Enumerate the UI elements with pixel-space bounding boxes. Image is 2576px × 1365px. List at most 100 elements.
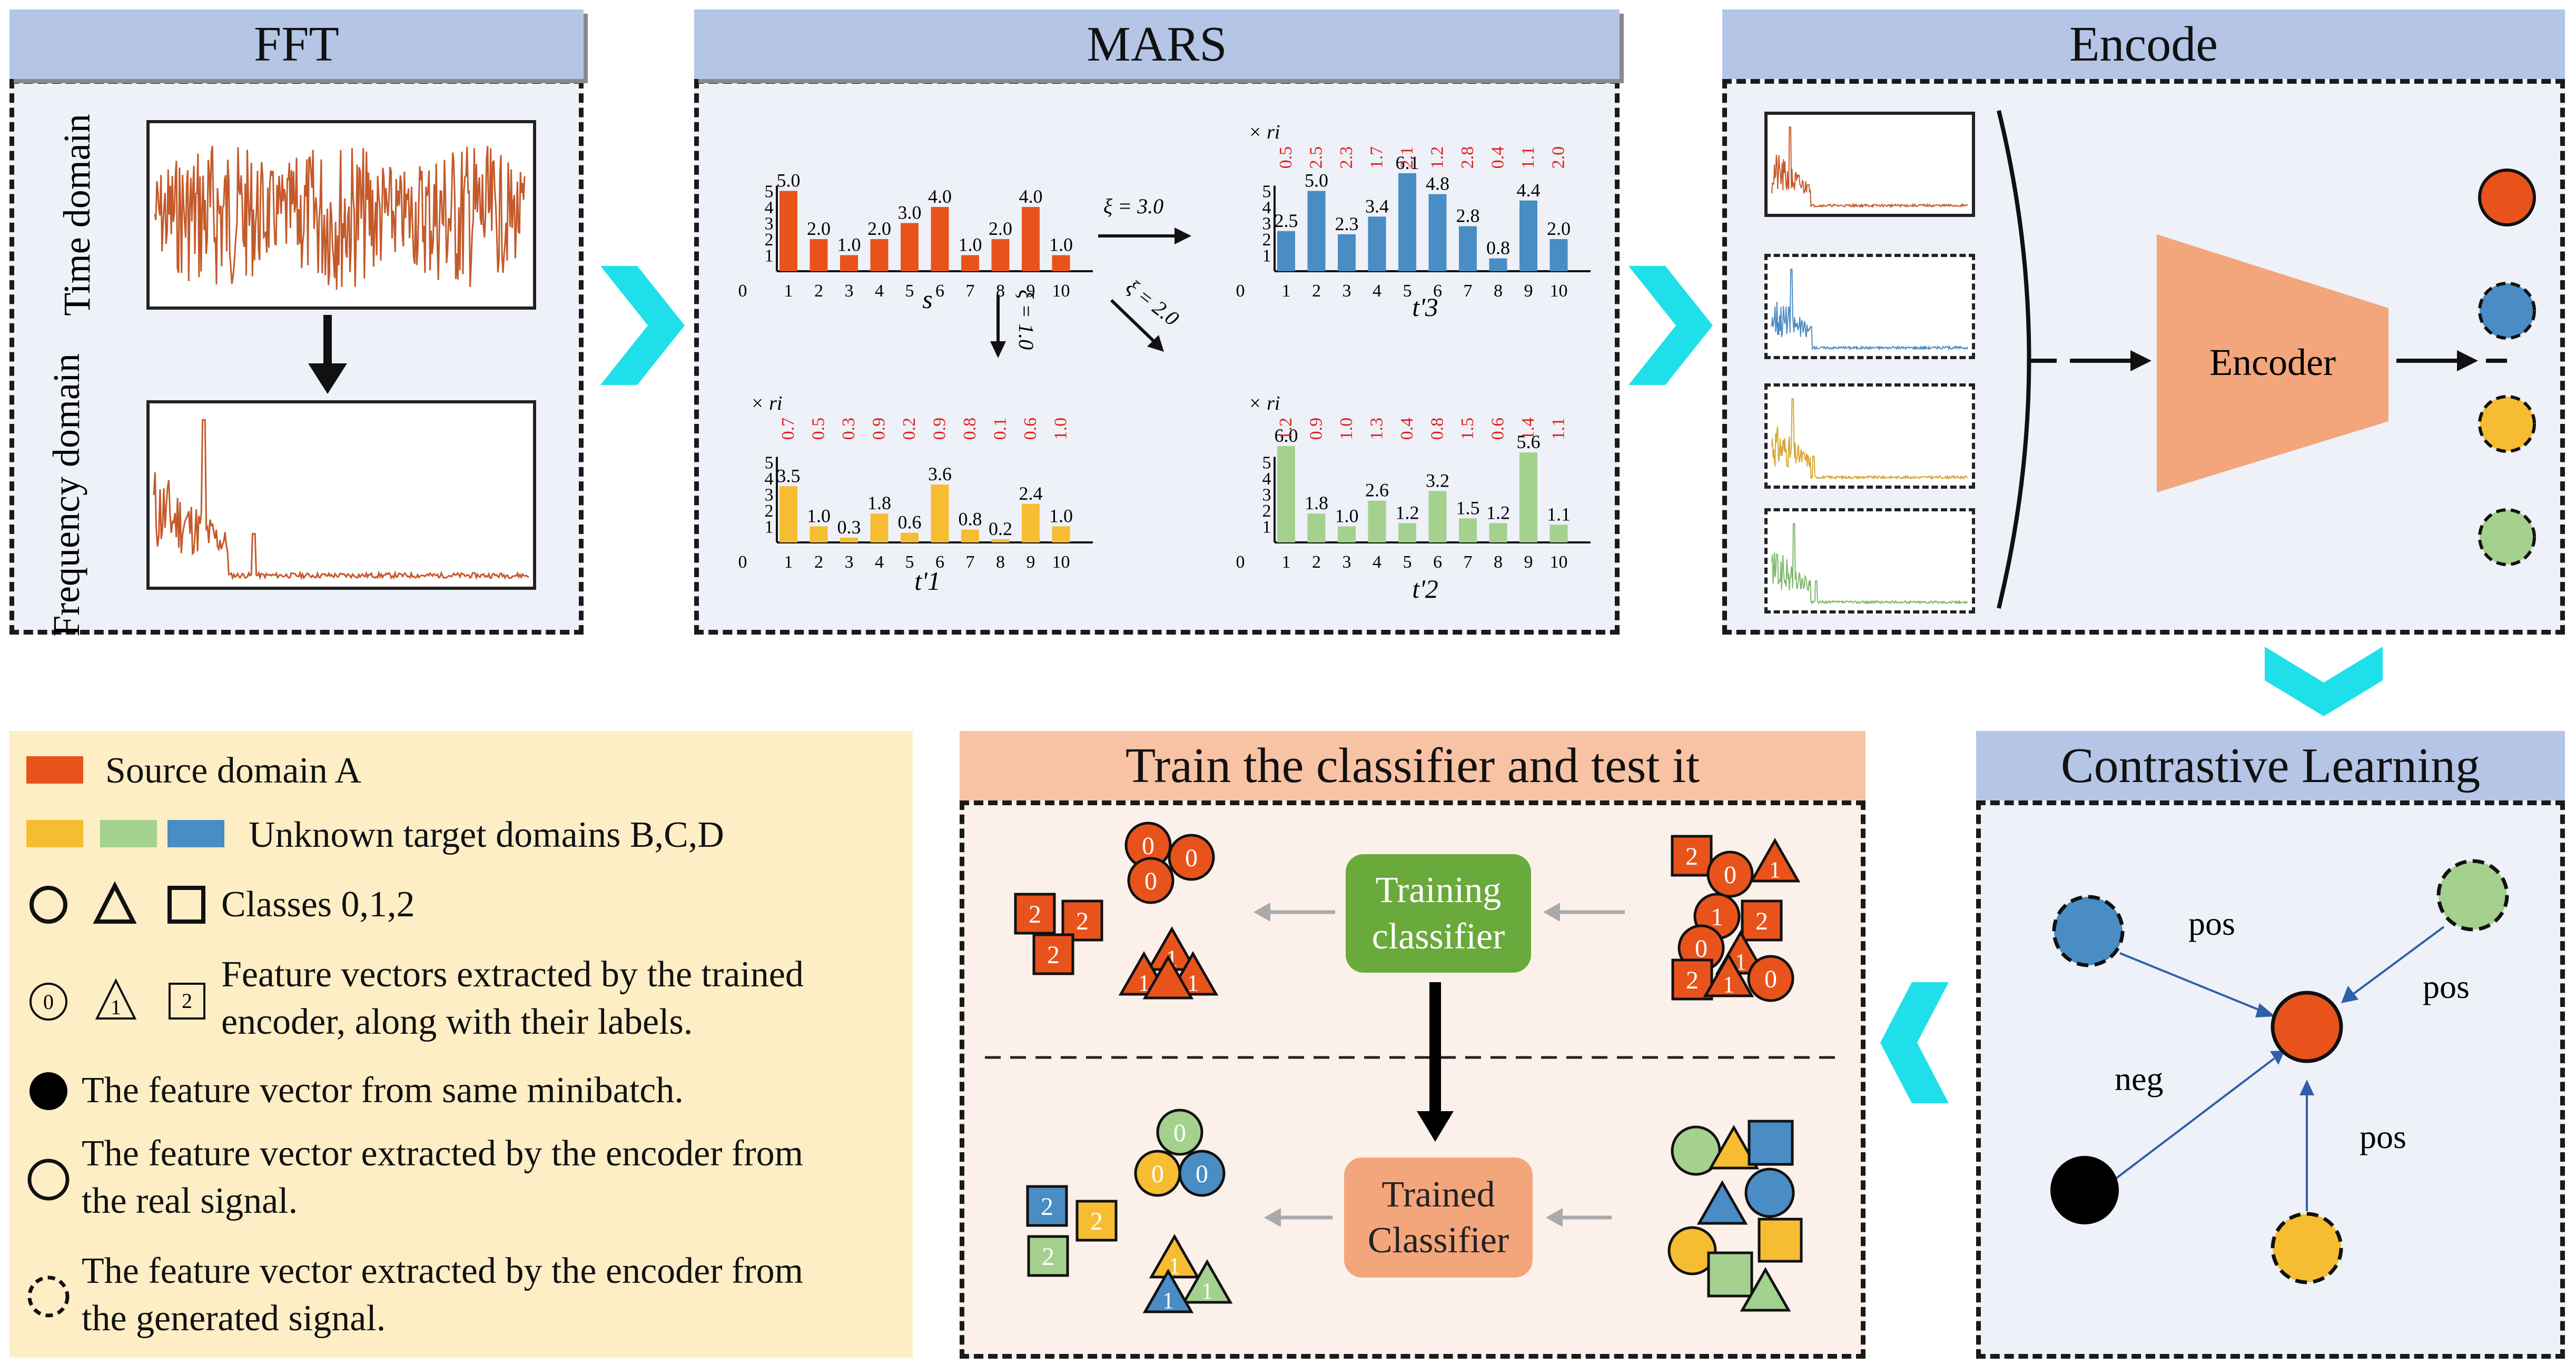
bar-value-label: 5.0: [777, 170, 801, 191]
bar: [1338, 234, 1356, 271]
encode-bracket: [1997, 110, 2031, 609]
class-1-triangle: [1708, 1124, 1760, 1170]
bar: [1398, 173, 1416, 271]
bar-value-label: 6.0: [1275, 425, 1298, 446]
mars-chart-s: 1234505.012.021.032.043.054.061.072.084.…: [738, 170, 1093, 314]
ratio-label: 0.4: [1488, 146, 1508, 169]
glyph-label: 2: [1090, 1208, 1103, 1235]
xi-arrow-down-head: [990, 341, 1006, 358]
class-0-circle: [1747, 955, 1794, 1002]
ratio-label: 1.0: [1337, 418, 1356, 440]
x-tick-label: 9: [1027, 281, 1035, 301]
class-0-circle: [1706, 850, 1754, 898]
bar-value-label: 2.0: [989, 218, 1012, 239]
mars-header: MARS: [694, 9, 1620, 79]
x-tick-label: 10: [1052, 552, 1070, 572]
bar-value-label: 1.0: [837, 234, 861, 255]
class-0-circle: [1127, 857, 1175, 904]
cyan-chevron-down: [2265, 647, 2383, 716]
ratio-label: 1.5: [1458, 418, 1477, 440]
trained-classifier-box: Trained Classifier: [1344, 1158, 1533, 1278]
bar: [901, 223, 919, 271]
output-circle-green: [2478, 508, 2536, 566]
x-tick-label: 2: [1312, 281, 1321, 301]
y-tick-label: 5: [765, 453, 774, 473]
encoder-block: [2157, 234, 2389, 492]
bar-value-label: 2.5: [1275, 210, 1298, 231]
bar: [840, 537, 858, 542]
glyph-label: 2: [1047, 941, 1060, 969]
bar-value-label: 1.2: [1486, 502, 1510, 523]
bar-value-label: 1.8: [1305, 492, 1328, 513]
bar-value-label: 0.2: [989, 518, 1012, 539]
ratio-label: 0.2: [900, 418, 919, 440]
gray-arrow-3-head: [1546, 1208, 1563, 1227]
spectrum-green-line: [1771, 523, 1968, 605]
x-tick-label: 4: [875, 281, 884, 301]
legend-gen-circle: [27, 1275, 70, 1318]
x-tick-label: 7: [1464, 281, 1473, 301]
pos-arrow-green: [2349, 926, 2445, 997]
bar: [1459, 226, 1477, 271]
legend-real-line2: the real signal.: [82, 1181, 298, 1221]
x-tick-label: 6: [1433, 552, 1442, 572]
training-classifier-box: Training classifier: [1346, 854, 1531, 973]
x-tick-label: 1: [784, 281, 793, 301]
y-tick-label: 3: [765, 214, 774, 234]
bar-value-label: 2.0: [867, 218, 891, 239]
bar-value-label: 0.8: [1486, 238, 1510, 259]
class-1-triangle: [1749, 837, 1801, 883]
y-tick-label: 2: [1262, 230, 1271, 250]
ratio-label: 0.7: [778, 418, 798, 440]
x-tick-label: 8: [996, 552, 1005, 572]
legend-class-circle: [29, 886, 67, 924]
time-signal-svg: [154, 145, 526, 290]
bar: [961, 529, 979, 542]
x-axis-label: t'2: [1412, 574, 1438, 604]
bar: [931, 207, 949, 271]
ratio-label: 0.9: [930, 418, 950, 440]
bar-value-label: 6.1: [1396, 152, 1419, 173]
legend-class-triangle: [93, 881, 137, 924]
glyph-label: 2: [1029, 901, 1041, 928]
glyph-label: 2: [1685, 843, 1698, 871]
legend-real-line1: The feature vector extracted by the enco…: [82, 1133, 804, 1174]
bar: [1428, 194, 1447, 271]
legend-targets-text: Unknown target domains B,C,D: [249, 815, 724, 855]
class-2-square: [1026, 1185, 1068, 1227]
bar: [870, 239, 889, 271]
ratio-multiplier-label: × ri: [751, 392, 783, 414]
ratio-label: 0.4: [1397, 418, 1417, 440]
bar: [1549, 525, 1568, 542]
y-tick-label: 3: [765, 486, 774, 505]
x-tick-label: 7: [966, 552, 975, 572]
encode-arrow-out-head: [2457, 350, 2478, 371]
x-tick-label: 1: [1282, 281, 1291, 301]
bar: [1549, 239, 1568, 271]
x-tick-label: 2: [1312, 552, 1321, 572]
legend-gen-line1: The feature vector extracted by the enco…: [82, 1251, 804, 1291]
class-2-square: [1014, 893, 1056, 935]
pos-arrow-blue-head: [2255, 1003, 2275, 1017]
legend-features-line2: encoder, along with their labels.: [221, 1002, 693, 1042]
cyan-chevron-right-2: [1628, 266, 1713, 385]
bar: [1307, 513, 1326, 542]
bar: [961, 255, 979, 271]
glyph-label: 0: [1724, 861, 1736, 889]
x-tick-label: 6: [1433, 281, 1442, 301]
bar-value-label: 1.2: [1396, 502, 1419, 523]
ratio-label: 2.5: [1307, 146, 1326, 169]
contrast-circle-blue: [2052, 895, 2125, 967]
bar: [901, 532, 919, 542]
y-tick-label: 1: [1262, 246, 1271, 266]
y-tick-label: 5: [1262, 453, 1271, 473]
x-axis-label: t'1: [914, 566, 941, 596]
encoder-label: Encoder: [2209, 341, 2336, 383]
gray-arrow-4-head: [1264, 1208, 1281, 1227]
bar: [1368, 216, 1386, 271]
ratio-label: 0.9: [870, 418, 889, 440]
ratio-label: 0.6: [1488, 418, 1508, 440]
ratio-label: 1.2: [1276, 418, 1296, 440]
x-tick-label: 10: [1052, 281, 1070, 301]
